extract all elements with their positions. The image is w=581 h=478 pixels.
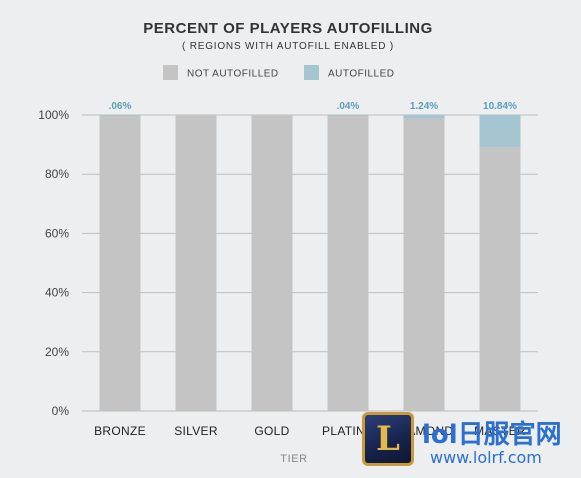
y-tick-label: 60% bbox=[45, 226, 69, 240]
grid bbox=[82, 114, 538, 412]
data-label-master: 10.84% bbox=[483, 101, 517, 112]
category-label-silver: SILVER bbox=[174, 424, 218, 438]
y-tick-label: 40% bbox=[45, 286, 69, 300]
y-tick-label: 80% bbox=[45, 167, 69, 181]
y-tick-label: 20% bbox=[45, 345, 69, 359]
category-label-bronze: BRONZE bbox=[94, 424, 146, 438]
data-label-platinu: .04% bbox=[337, 101, 360, 112]
bar-diamond-autofilled bbox=[403, 115, 445, 119]
logo-letter: L bbox=[376, 419, 400, 459]
x-axis-label: TIER bbox=[280, 453, 307, 465]
watermark-title: lol日服官网 bbox=[422, 420, 562, 450]
data-labels: .06% .04% 1.24% 10.84% bbox=[109, 101, 517, 112]
bar-gold-not-autofilled bbox=[251, 115, 293, 411]
bar-platinu-autofilled bbox=[327, 115, 369, 116]
legend: NOT AUTOFILLED AUTOFILLED bbox=[163, 65, 395, 80]
category-label-master: MASTER bbox=[474, 424, 526, 438]
data-label-diamond: 1.24% bbox=[410, 101, 438, 112]
legend-label-1: NOT AUTOFILLED bbox=[187, 69, 279, 80]
bar-platinu-not-autofilled bbox=[327, 115, 369, 411]
legend-label-2: AUTOFILLED bbox=[328, 69, 395, 80]
lol-logo-icon: L bbox=[362, 412, 414, 466]
bars bbox=[99, 115, 521, 411]
chart-title: PERCENT OF PLAYERS AUTOFILLING bbox=[143, 20, 432, 37]
bar-diamond-not-autofilled bbox=[403, 118, 445, 411]
chart-subtitle: ( REGIONS WITH AUTOFILL ENABLED ) bbox=[182, 41, 394, 52]
category-label-gold: GOLD bbox=[254, 424, 289, 438]
category-label-platinu: PLATINU bbox=[322, 424, 374, 438]
bar-master-not-autofilled bbox=[479, 147, 521, 411]
data-label-bronze: .06% bbox=[109, 101, 132, 112]
bar-master-autofilled bbox=[479, 115, 521, 148]
bar-bronze-not-autofilled bbox=[99, 115, 141, 411]
watermark: L lol日服官网 www.lolrf.com bbox=[362, 410, 577, 472]
bar-bronze-autofilled bbox=[99, 115, 141, 116]
y-tick-label: 0% bbox=[52, 404, 70, 418]
y-axis: 0% 20% 40% 60% 80% 100% bbox=[38, 108, 69, 418]
y-tick-label: 100% bbox=[38, 108, 69, 122]
legend-swatch-1 bbox=[163, 65, 178, 80]
watermark-url: www.lolrf.com bbox=[430, 448, 542, 467]
legend-swatch-2 bbox=[304, 65, 319, 80]
bar-silver-not-autofilled bbox=[175, 115, 217, 411]
